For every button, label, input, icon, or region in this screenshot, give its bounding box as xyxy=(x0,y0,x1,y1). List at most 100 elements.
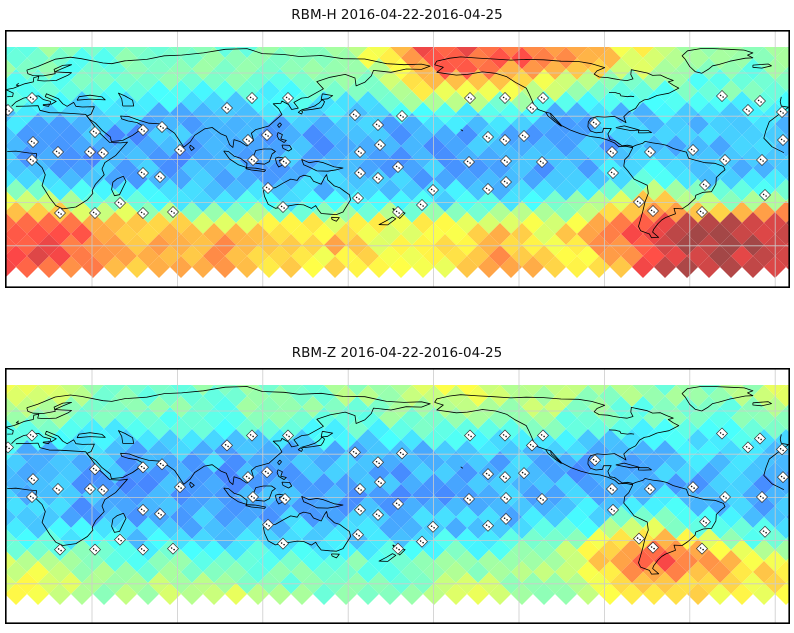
station-marker xyxy=(174,144,186,156)
station-marker xyxy=(687,481,699,494)
station-marker xyxy=(242,134,254,146)
heatmap-mesh xyxy=(5,47,790,278)
station-marker xyxy=(463,156,475,168)
station-marker xyxy=(261,129,273,141)
graticule xyxy=(5,30,790,288)
station-marker xyxy=(647,205,659,217)
station-marker xyxy=(464,429,476,442)
station-marker xyxy=(372,456,384,469)
station-marker xyxy=(644,483,656,496)
map-rbm-h xyxy=(5,30,790,288)
station-marker xyxy=(167,206,179,218)
station-marker xyxy=(221,439,233,452)
station-marker xyxy=(633,532,645,545)
station-marker xyxy=(464,92,476,104)
station-marker xyxy=(482,519,494,532)
station-marker xyxy=(54,543,66,556)
station-marker xyxy=(354,146,366,158)
station-marker xyxy=(27,136,39,148)
station-marker xyxy=(52,483,64,496)
station-marker xyxy=(52,146,64,158)
station-marker xyxy=(137,167,149,179)
station-marker xyxy=(396,447,408,460)
station-marker xyxy=(536,492,548,505)
station-marker xyxy=(221,102,233,114)
map-rbm-z xyxy=(5,368,790,624)
station-marker xyxy=(374,476,386,489)
station-marker xyxy=(156,458,168,471)
station-marker xyxy=(607,503,619,516)
station-marker xyxy=(89,126,101,138)
station-marker xyxy=(589,117,601,129)
station-marker xyxy=(606,483,618,496)
station-marker xyxy=(282,429,294,442)
station-marker xyxy=(699,179,711,191)
station-marker xyxy=(26,490,38,503)
station-marker xyxy=(776,106,788,118)
station-marker xyxy=(719,154,731,166)
station-marker xyxy=(54,207,66,219)
station-marker xyxy=(84,483,96,496)
station-marker xyxy=(89,207,101,219)
station-marker xyxy=(696,206,708,218)
station-marker xyxy=(372,172,384,184)
station-marker xyxy=(754,95,766,107)
station-marker xyxy=(174,481,186,494)
station-marker xyxy=(607,167,619,179)
station-marker xyxy=(500,155,512,167)
station-marker xyxy=(349,446,361,459)
station-marker xyxy=(354,503,366,516)
station-marker xyxy=(756,154,768,166)
station-marker xyxy=(500,176,512,188)
station-marker xyxy=(687,144,699,156)
station-marker xyxy=(154,171,166,183)
station-marker xyxy=(537,92,549,104)
station-marker xyxy=(246,92,258,104)
station-marker xyxy=(89,463,101,476)
station-marker xyxy=(26,92,38,104)
station-marker xyxy=(742,441,754,454)
station-marker xyxy=(97,147,109,159)
station-marker xyxy=(606,146,618,158)
station-marker xyxy=(279,156,291,168)
station-marker xyxy=(589,454,601,467)
station-marker xyxy=(137,461,149,474)
station-marker xyxy=(719,490,731,503)
station-marker xyxy=(247,490,259,503)
station-marker xyxy=(352,528,364,541)
station-marker xyxy=(154,507,166,520)
station-marker xyxy=(396,110,408,122)
station-marker xyxy=(277,201,289,213)
station-marker xyxy=(392,161,404,173)
station-marker xyxy=(499,134,511,146)
station-marker xyxy=(246,429,258,442)
station-marker xyxy=(262,518,274,531)
station-marker xyxy=(167,542,179,555)
station-marker xyxy=(137,543,149,556)
station-marker xyxy=(392,497,404,510)
station-marker xyxy=(499,471,511,484)
station-marker xyxy=(372,119,384,131)
station-marker xyxy=(482,131,494,143)
station-marker xyxy=(759,525,771,538)
station-marker xyxy=(84,146,96,158)
station-marker xyxy=(536,156,548,168)
station-marker xyxy=(518,130,530,142)
station-marker xyxy=(647,541,659,554)
station-marker xyxy=(349,109,361,121)
station-marker xyxy=(114,197,126,209)
station-markers xyxy=(5,90,789,219)
station-marker xyxy=(26,429,38,442)
station-marker xyxy=(26,154,38,166)
station-marker xyxy=(262,182,274,194)
station-marker xyxy=(537,429,549,442)
station-marker xyxy=(261,466,273,479)
station-marker xyxy=(279,492,291,505)
station-marker xyxy=(463,492,475,505)
station-marker xyxy=(97,484,109,497)
station-marker xyxy=(114,533,126,546)
station-marker xyxy=(716,90,728,102)
station-marker xyxy=(277,537,289,550)
map-frame xyxy=(5,30,790,288)
